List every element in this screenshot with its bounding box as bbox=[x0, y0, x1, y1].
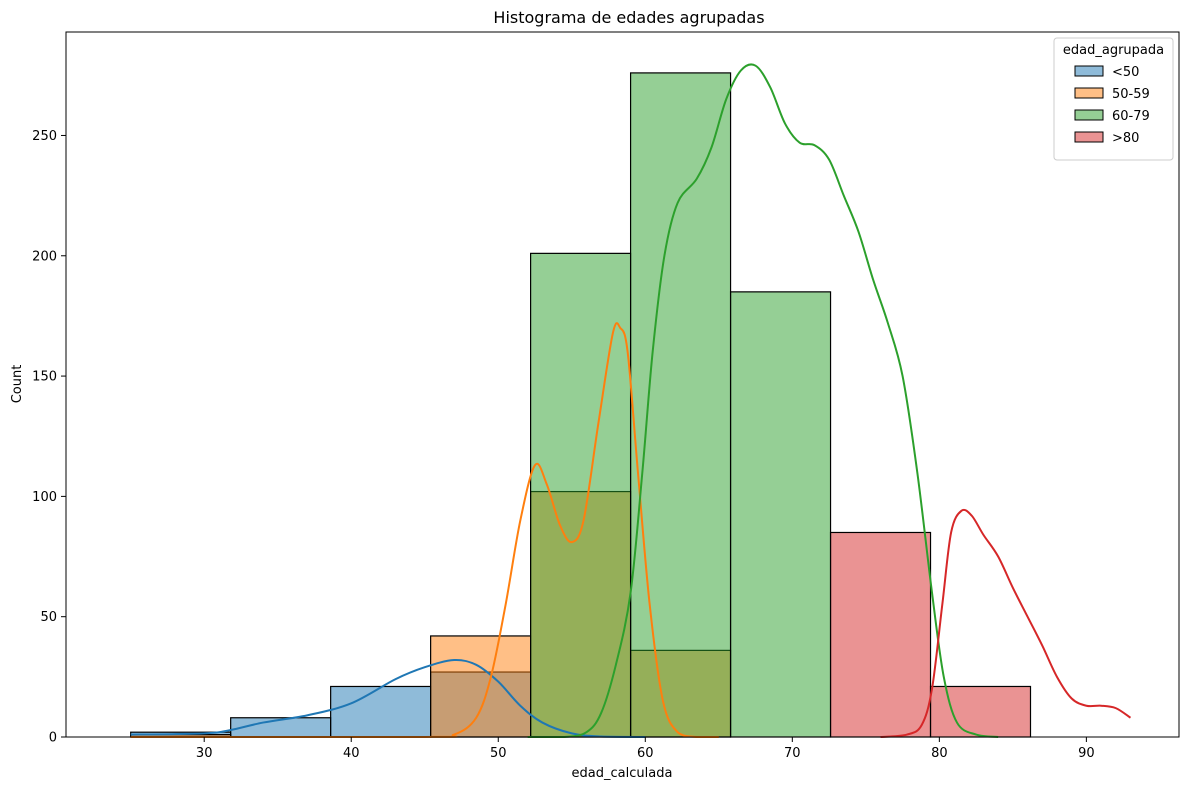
y-tick-label-5: 250 bbox=[32, 129, 57, 144]
legend-label-1: 50-59 bbox=[1112, 87, 1150, 102]
x-axis-title: edad_calculada bbox=[572, 766, 673, 781]
x-tick-label-2: 50 bbox=[490, 746, 507, 761]
legend-swatch-0 bbox=[1074, 65, 1104, 77]
kde-line-1 bbox=[130, 322, 719, 739]
x-tick-label-4: 70 bbox=[784, 746, 801, 761]
legend-label-0: <50 bbox=[1112, 65, 1139, 80]
legend: edad_agrupada <50 50-59 60-79 >80 bbox=[1053, 37, 1174, 161]
legend-swatch-2 bbox=[1074, 109, 1104, 121]
bar-3-7 bbox=[829, 531, 932, 738]
bars-layer bbox=[130, 72, 1032, 738]
x-tick-label-6: 90 bbox=[1078, 746, 1095, 761]
plot-frame bbox=[65, 31, 1180, 738]
chart-title: Histograma de edades agrupadas bbox=[493, 8, 764, 27]
legend-label-3: >80 bbox=[1112, 131, 1139, 146]
legend-swatch-3 bbox=[1074, 131, 1104, 143]
bar-1-3 bbox=[430, 635, 532, 738]
axes-layer: 30 40 50 60 70 80 90 0 50 100 150 200 250 bbox=[32, 31, 1180, 761]
x-tick-label-5: 80 bbox=[931, 746, 948, 761]
y-tick-label-3: 150 bbox=[32, 370, 57, 385]
x-tick-label-3: 60 bbox=[637, 746, 654, 761]
legend-title: edad_agrupada bbox=[1063, 43, 1164, 58]
x-tick-label-1: 40 bbox=[343, 746, 360, 761]
bar-2-6 bbox=[729, 291, 832, 738]
kde-line-2 bbox=[527, 63, 999, 738]
y-tick-label-4: 200 bbox=[32, 249, 57, 264]
bar-0-2 bbox=[330, 685, 432, 738]
bar-2-5 bbox=[629, 72, 732, 738]
bar-3-8 bbox=[929, 685, 1032, 738]
y-axis-title: Count bbox=[10, 365, 25, 404]
y-tick-label-0: 0 bbox=[49, 731, 57, 746]
y-tick-label-1: 50 bbox=[40, 610, 57, 625]
x-tick-label-0: 30 bbox=[196, 746, 213, 761]
kde-line-3 bbox=[880, 508, 1132, 738]
kde-line-0 bbox=[130, 658, 646, 738]
legend-label-2: 60-79 bbox=[1112, 109, 1150, 124]
kde-layer bbox=[130, 63, 1132, 739]
legend-swatch-1 bbox=[1074, 87, 1104, 99]
y-tick-label-2: 100 bbox=[32, 490, 57, 505]
